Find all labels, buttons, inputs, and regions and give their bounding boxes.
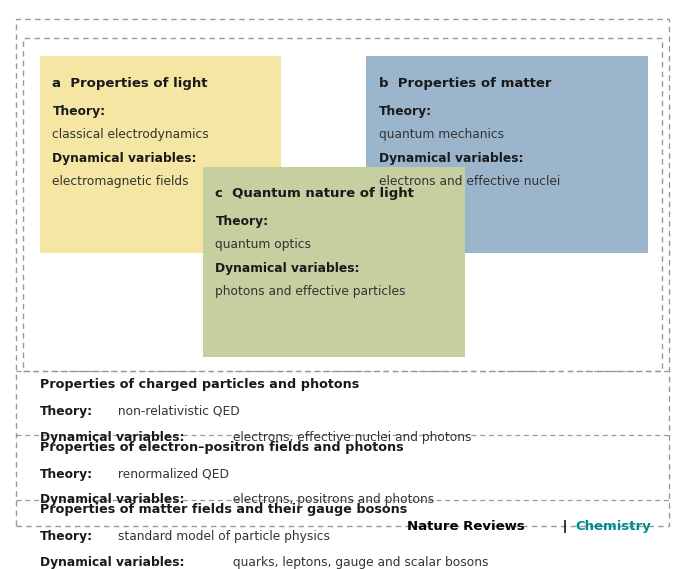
Text: Dynamical variables:: Dynamical variables: [40,431,185,444]
Text: photons and effective particles: photons and effective particles [216,285,406,298]
Text: Theory:: Theory: [379,105,432,118]
Text: Properties of matter fields and their gauge bosons: Properties of matter fields and their ga… [40,504,408,517]
Text: Theory:: Theory: [40,530,93,543]
Text: Chemistry: Chemistry [576,521,651,534]
Text: Properties of electron–positron fields and photons: Properties of electron–positron fields a… [40,440,403,453]
Text: electrons, positrons and photons: electrons, positrons and photons [229,493,434,506]
Text: renormalized QED: renormalized QED [114,468,229,481]
Text: a  Properties of light: a Properties of light [52,77,208,90]
Text: Theory:: Theory: [52,105,105,118]
Text: Dynamical variables:: Dynamical variables: [216,262,360,275]
Text: non-relativistic QED: non-relativistic QED [114,405,239,418]
Text: electrons, effective nuclei and photons: electrons, effective nuclei and photons [229,431,472,444]
Text: b  Properties of matter: b Properties of matter [379,77,551,90]
Text: electrons and effective nuclei: electrons and effective nuclei [379,175,560,188]
Text: |: | [558,521,572,534]
Text: Dynamical variables:: Dynamical variables: [40,493,185,506]
Text: electromagnetic fields: electromagnetic fields [52,175,189,188]
Text: Dynamical variables:: Dynamical variables: [40,556,185,569]
Text: quantum optics: quantum optics [216,238,312,251]
Text: classical electrodynamics: classical electrodynamics [52,127,209,141]
Bar [40,56,282,253]
Text: standard model of particle physics: standard model of particle physics [114,530,329,543]
Text: Theory:: Theory: [216,215,269,228]
Text: Dynamical variables:: Dynamical variables: [52,152,197,166]
Text: quarks, leptons, gauge and scalar bosons: quarks, leptons, gauge and scalar bosons [229,556,488,569]
Text: c  Quantum nature of light: c Quantum nature of light [216,187,414,200]
Text: Theory:: Theory: [40,405,93,418]
Bar [203,167,465,357]
Text: quantum mechanics: quantum mechanics [379,127,503,141]
Bar [23,38,662,371]
Bar [366,56,648,253]
Text: Properties of charged particles and photons: Properties of charged particles and phot… [40,378,360,391]
Text: Dynamical variables:: Dynamical variables: [379,152,523,166]
Text: Theory:: Theory: [40,468,93,481]
Text: Nature Reviews: Nature Reviews [407,521,525,534]
